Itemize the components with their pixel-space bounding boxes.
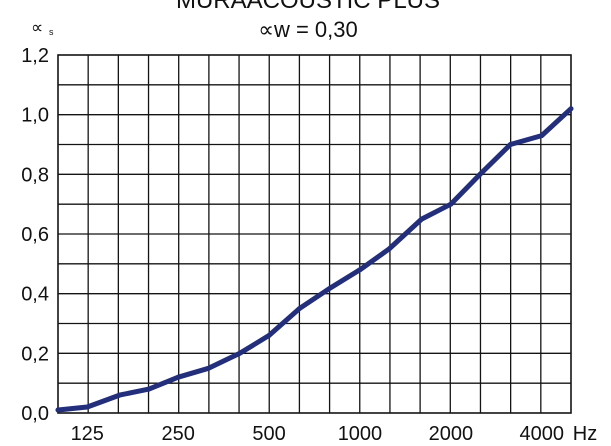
x-tick-label: 1000 — [338, 423, 383, 445]
data-point — [419, 216, 424, 222]
y-tick-label: 0,6 — [21, 224, 49, 246]
y-axis-label: ∝ s — [31, 18, 54, 37]
data-point — [84, 404, 90, 410]
x-tick-labels: 125 250 500 1000 2000 4000 — [71, 423, 564, 445]
data-point — [266, 333, 272, 338]
data-point — [568, 106, 574, 112]
plot-frame — [57, 54, 572, 414]
chart-title: MURAACOUSTIC PLUS — [176, 0, 440, 14]
y-tick-label: 0,2 — [21, 343, 49, 365]
data-point — [117, 392, 123, 398]
series-layer — [55, 106, 574, 413]
data-point — [55, 407, 61, 413]
data-point — [386, 246, 392, 252]
data-point — [539, 133, 545, 138]
y-axis-label-subscript: s — [49, 27, 54, 37]
data-point — [328, 285, 334, 291]
data-point — [296, 306, 302, 311]
data-point — [237, 350, 243, 356]
data-point — [175, 374, 181, 380]
y-axis-label-symbol: ∝ — [31, 18, 43, 37]
x-tick-label: 250 — [161, 423, 194, 445]
x-tick-label: 500 — [252, 423, 285, 445]
data-point — [448, 201, 454, 207]
data-point — [508, 142, 513, 147]
data-point — [357, 267, 363, 273]
data-point — [477, 171, 483, 177]
y-tick-labels: 0,0 0,2 0,4 0,6 0,8 1,0 1,2 — [21, 45, 49, 425]
y-tick-label: 0,4 — [21, 284, 49, 306]
x-tick-label: 2000 — [429, 423, 474, 445]
data-point — [146, 386, 152, 392]
data-point — [206, 365, 211, 371]
x-axis-unit: Hz — [573, 423, 597, 445]
x-tick-label: 4000 — [519, 423, 564, 445]
chart-subtitle: ∝w = 0,30 — [258, 17, 358, 42]
x-tick-label: 125 — [71, 423, 104, 445]
y-tick-label: 0,8 — [21, 164, 49, 186]
y-tick-label: 0,0 — [21, 403, 49, 425]
absorption-series-line — [55, 106, 574, 413]
y-tick-label: 1,0 — [21, 105, 49, 127]
y-tick-label: 1,2 — [21, 45, 49, 67]
grid — [58, 55, 571, 413]
